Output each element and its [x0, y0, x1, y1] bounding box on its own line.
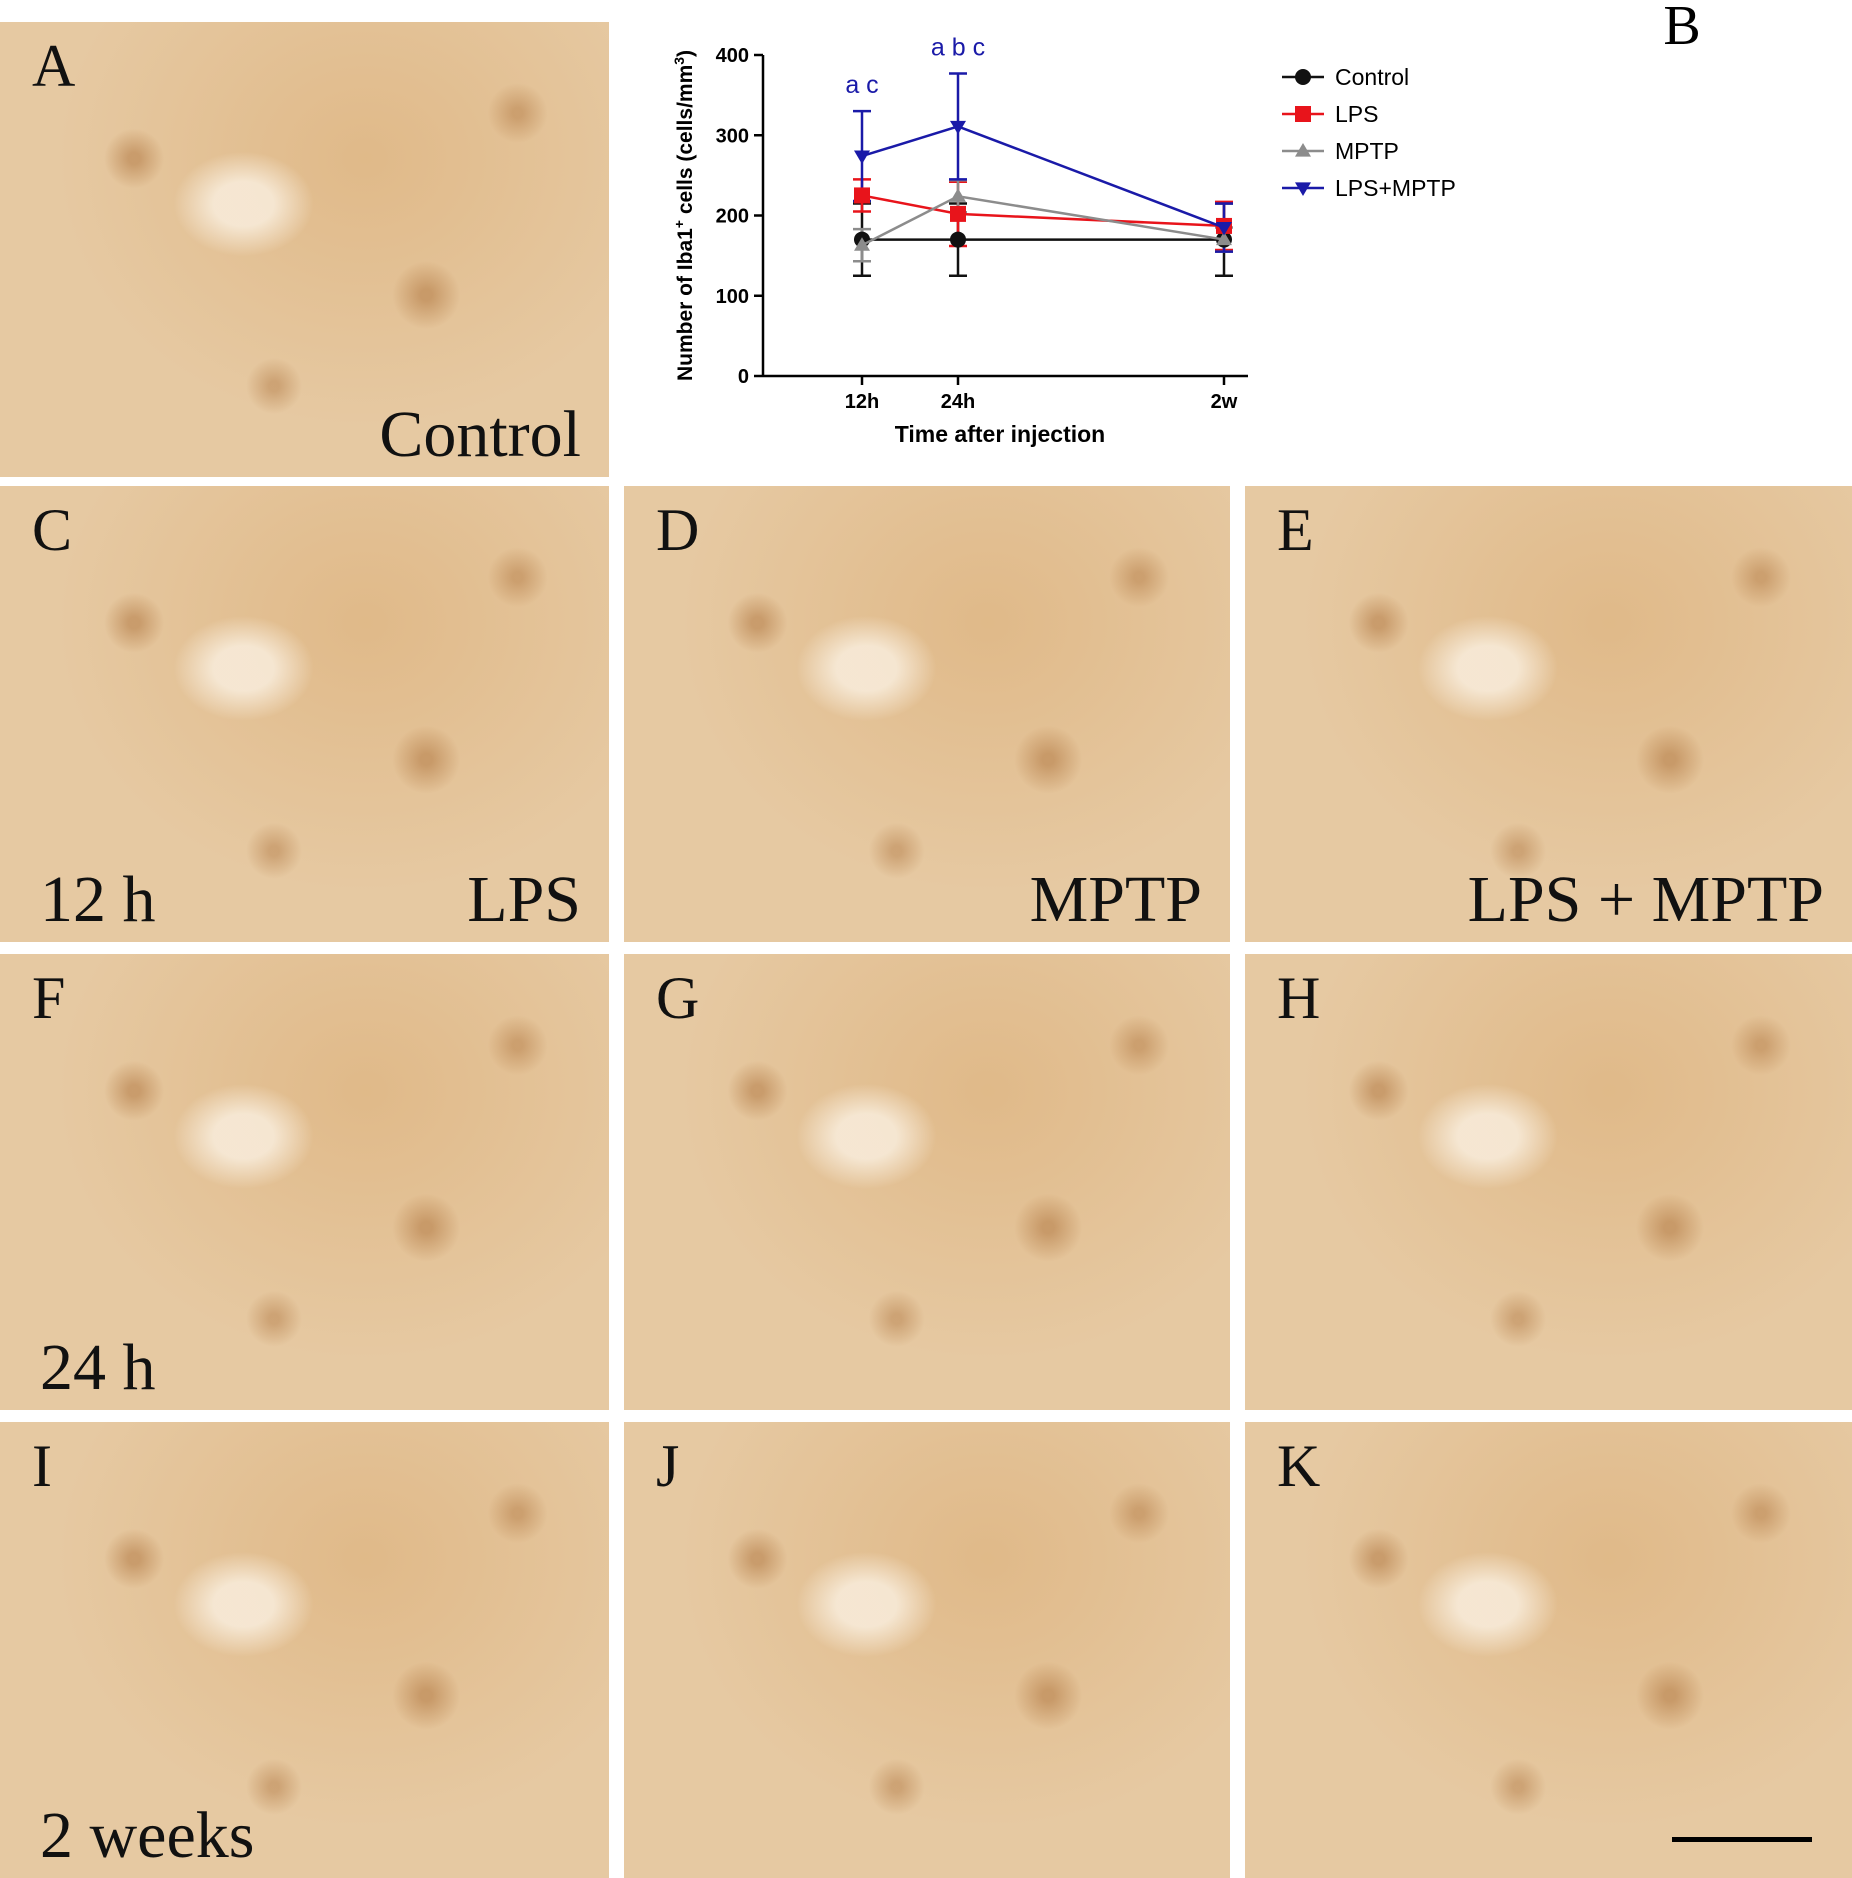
panel-letter: I: [32, 1433, 52, 1499]
panel-caption: Control: [379, 398, 581, 471]
micrograph: D MPTP: [624, 486, 1230, 942]
micrograph: J: [624, 1422, 1230, 1878]
series-line: [861, 125, 1225, 229]
marker: [854, 237, 870, 251]
marker: [950, 231, 966, 248]
y-tick-label: 0: [738, 366, 749, 388]
legend-marker: [1295, 182, 1311, 196]
micrograph: F 24 h: [0, 954, 609, 1410]
y-tick-label: 400: [716, 45, 749, 67]
annotation: a c: [845, 71, 878, 99]
time-label: 2 weeks: [40, 1799, 255, 1872]
y-axis-label-part: +: [671, 220, 687, 228]
marker: [950, 120, 966, 135]
chart: B Time after injection 0 100 200 300 400 12h 2…: [671, 0, 1701, 447]
legend-marker: [1295, 106, 1311, 122]
marker: [854, 150, 870, 165]
y-axis-label-part: cells (cells/mm: [674, 65, 697, 220]
panel-label: B: [1663, 0, 1700, 57]
y-axis-label-part: 3: [671, 57, 687, 65]
panel-caption: LPS: [467, 863, 581, 936]
y-axis-label: Number of Iba1+ cells (cells/mm3): [671, 50, 697, 381]
annotation: a b c: [931, 33, 985, 61]
legend-label: Control: [1335, 64, 1409, 90]
y-tick-label: 200: [716, 206, 749, 228]
micrograph: A Control: [0, 22, 609, 477]
legend-marker: [1295, 143, 1311, 157]
panel-caption: LPS + MPTP: [1467, 863, 1824, 936]
marker: [950, 188, 966, 202]
y-tick-label: 100: [716, 286, 749, 308]
x-axis-label: Time after injection: [895, 421, 1105, 447]
micrograph: E LPS + MPTP: [1245, 486, 1852, 942]
panel-letter: A: [32, 33, 76, 99]
y-axis-label-part: Number of Iba1: [674, 228, 697, 381]
y-axis-label-part: ): [674, 50, 697, 57]
x-tick-label: 12h: [845, 391, 879, 413]
time-label: 12 h: [40, 863, 156, 936]
x-tick-label: 24h: [941, 391, 975, 413]
micrograph: C LPS 12 h: [0, 486, 609, 942]
legend-label: LPS: [1335, 101, 1378, 127]
panel-letter: G: [656, 965, 700, 1031]
x-tick-label: 2w: [1211, 391, 1238, 413]
micrograph: H: [1245, 954, 1852, 1410]
y-tick-label: 300: [716, 125, 749, 147]
marker: [1216, 231, 1232, 246]
marker: [854, 187, 870, 204]
panel-letter: D: [656, 497, 700, 563]
micrograph: I 2 weeks: [0, 1422, 609, 1878]
panel-letter: K: [1277, 1433, 1321, 1499]
marker: [950, 205, 966, 222]
panel-letter: C: [32, 497, 73, 563]
panel-caption: MPTP: [1029, 863, 1202, 936]
marker: [1216, 221, 1232, 236]
series-line: [861, 194, 1225, 247]
scale-bar: [1672, 1837, 1812, 1842]
time-label: 24 h: [40, 1331, 156, 1404]
panel-letter: E: [1277, 497, 1314, 563]
legend-marker: [1295, 69, 1311, 85]
panel-letter: H: [1277, 965, 1321, 1031]
legend-label: LPS+MPTP: [1335, 175, 1456, 201]
micrograph: K: [1245, 1422, 1852, 1878]
panel-letter: F: [32, 965, 66, 1031]
micrograph: G: [624, 954, 1230, 1410]
legend-label: MPTP: [1335, 138, 1399, 164]
panel-letter: J: [656, 1433, 680, 1499]
